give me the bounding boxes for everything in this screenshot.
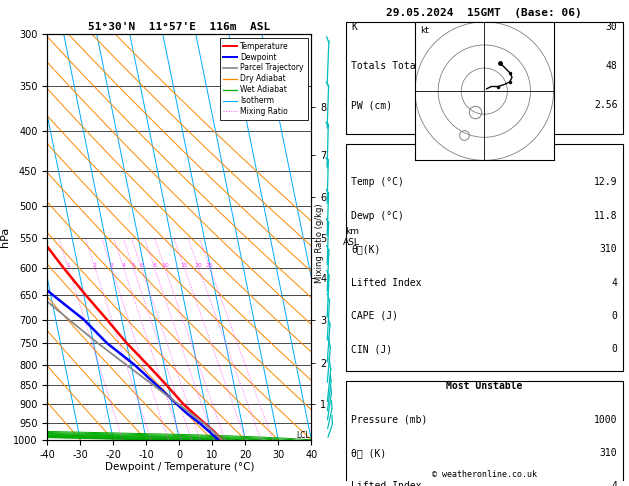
- Text: Totals Totals: Totals Totals: [351, 61, 428, 71]
- X-axis label: Dewpoint / Temperature (°C): Dewpoint / Temperature (°C): [104, 462, 254, 472]
- Text: 25: 25: [206, 262, 214, 268]
- Text: 310: 310: [599, 244, 617, 254]
- Text: Lifted Index: Lifted Index: [351, 481, 422, 486]
- Text: 5: 5: [131, 262, 135, 268]
- Text: 4: 4: [611, 481, 617, 486]
- Text: 2.56: 2.56: [594, 100, 617, 110]
- Text: 48: 48: [606, 61, 617, 71]
- Text: 4: 4: [611, 278, 617, 288]
- Text: 1000: 1000: [594, 415, 617, 425]
- Text: Pressure (mb): Pressure (mb): [351, 415, 428, 425]
- Text: kt: kt: [420, 26, 428, 35]
- Text: Lifted Index: Lifted Index: [351, 278, 422, 288]
- Y-axis label: hPa: hPa: [0, 227, 10, 247]
- Text: 29.05.2024  15GMT  (Base: 06): 29.05.2024 15GMT (Base: 06): [386, 8, 582, 18]
- Text: 10: 10: [161, 262, 169, 268]
- Text: 8: 8: [152, 262, 157, 268]
- Text: 20: 20: [194, 262, 203, 268]
- Y-axis label: km
ASL: km ASL: [343, 227, 360, 246]
- Legend: Temperature, Dewpoint, Parcel Trajectory, Dry Adiabat, Wet Adiabat, Isotherm, Mi: Temperature, Dewpoint, Parcel Trajectory…: [220, 38, 308, 120]
- Text: Surface: Surface: [464, 144, 505, 154]
- Text: 6: 6: [140, 262, 143, 268]
- Text: LCL: LCL: [296, 431, 309, 440]
- Text: 3: 3: [109, 262, 113, 268]
- Text: 12.9: 12.9: [594, 177, 617, 188]
- Text: CAPE (J): CAPE (J): [351, 311, 398, 321]
- Text: θᴄ (K): θᴄ (K): [351, 448, 387, 458]
- Text: 15: 15: [181, 262, 188, 268]
- Text: 0: 0: [611, 344, 617, 354]
- Title: 51°30'N  11°57'E  116m  ASL: 51°30'N 11°57'E 116m ASL: [88, 22, 270, 32]
- Text: CIN (J): CIN (J): [351, 344, 392, 354]
- Text: © weatheronline.co.uk: © weatheronline.co.uk: [432, 470, 537, 479]
- Text: 11.8: 11.8: [594, 211, 617, 221]
- Text: θᴄ(K): θᴄ(K): [351, 244, 381, 254]
- Text: PW (cm): PW (cm): [351, 100, 392, 110]
- Text: 4: 4: [121, 262, 126, 268]
- Text: Dewp (°C): Dewp (°C): [351, 211, 404, 221]
- Text: 310: 310: [599, 448, 617, 458]
- Text: Mixing Ratio (g/kg): Mixing Ratio (g/kg): [314, 203, 323, 283]
- Text: 0: 0: [611, 311, 617, 321]
- Text: 2: 2: [93, 262, 97, 268]
- Text: Most Unstable: Most Unstable: [446, 382, 523, 391]
- Text: K: K: [351, 22, 357, 32]
- Text: Temp (°C): Temp (°C): [351, 177, 404, 188]
- Text: 30: 30: [606, 22, 617, 32]
- Text: 1: 1: [66, 262, 70, 268]
